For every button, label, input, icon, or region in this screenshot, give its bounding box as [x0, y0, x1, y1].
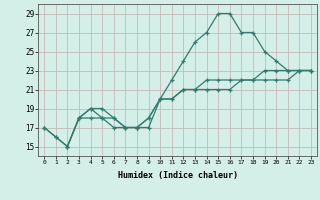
X-axis label: Humidex (Indice chaleur): Humidex (Indice chaleur): [118, 171, 238, 180]
